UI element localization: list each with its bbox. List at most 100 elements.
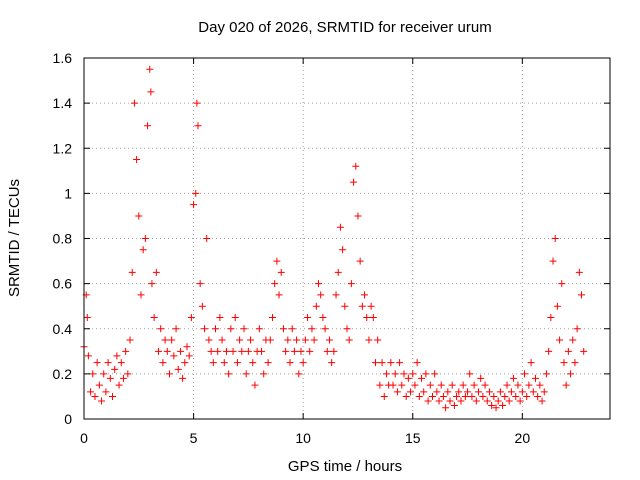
data-point [293, 336, 301, 344]
data-point [288, 325, 296, 333]
data-point [306, 347, 314, 355]
data-point [472, 397, 480, 405]
data-point [433, 388, 441, 396]
data-point [218, 336, 226, 344]
data-point [247, 336, 255, 344]
data-point [521, 370, 529, 378]
data-point [431, 370, 439, 378]
data-point [277, 268, 285, 276]
data-point [496, 388, 504, 396]
data-point [556, 336, 564, 344]
data-point [529, 388, 537, 396]
data-point [571, 359, 579, 367]
y-tick-label: 0.2 [53, 366, 73, 382]
data-point [343, 325, 351, 333]
data-point [402, 392, 410, 400]
data-point [411, 381, 419, 389]
data-point [192, 189, 200, 197]
data-point [102, 388, 110, 396]
data-point [227, 325, 235, 333]
data-point [413, 359, 421, 367]
data-point [130, 99, 138, 107]
data-point [538, 397, 546, 405]
data-point [273, 257, 281, 265]
data-point [512, 392, 520, 400]
data-point [380, 392, 388, 400]
data-point [396, 359, 404, 367]
data-point [501, 392, 509, 400]
data-point [190, 201, 198, 209]
data-point [144, 122, 152, 130]
data-point [481, 381, 489, 389]
data-point [391, 370, 399, 378]
data-point [540, 388, 548, 396]
data-point [83, 313, 91, 321]
data-point [350, 178, 358, 186]
data-point [163, 347, 171, 355]
data-point [418, 374, 426, 382]
y-tick-label: 0.4 [53, 321, 73, 337]
data-point [483, 397, 491, 405]
data-point [310, 336, 318, 344]
data-point [514, 381, 522, 389]
data-point [117, 359, 125, 367]
data-point [466, 370, 474, 378]
axis-ticks [83, 57, 610, 420]
data-point [400, 370, 408, 378]
data-point [365, 336, 373, 344]
y-tick-label: 1.2 [53, 140, 73, 156]
data-point [181, 359, 189, 367]
data-point [389, 381, 397, 389]
y-axis-title: SRMTID / TECUs [6, 179, 23, 297]
data-point [100, 370, 108, 378]
data-point [553, 302, 561, 310]
data-point [225, 370, 233, 378]
data-point [446, 397, 454, 405]
data-point [148, 280, 156, 288]
data-point [222, 347, 230, 355]
data-point [371, 359, 379, 367]
data-point [578, 291, 586, 299]
data-point [328, 359, 336, 367]
data-point [319, 313, 327, 321]
data-point [194, 122, 202, 130]
data-point [545, 347, 553, 355]
data-point [567, 370, 575, 378]
grid-lines [84, 58, 610, 419]
data-point [549, 257, 557, 265]
data-point [455, 388, 463, 396]
y-tick-label: 1.6 [53, 50, 73, 66]
data-point [461, 392, 469, 400]
data-point [356, 257, 364, 265]
data-point [284, 336, 292, 344]
data-point [95, 381, 103, 389]
data-point [422, 370, 430, 378]
data-point [297, 347, 305, 355]
data-point [220, 359, 228, 367]
data-point [203, 235, 211, 242]
data-point [141, 235, 149, 242]
data-point [457, 397, 465, 405]
x-tick-label: 0 [80, 430, 88, 446]
data-point [321, 325, 329, 333]
data-point [325, 336, 333, 344]
y-tick-labels: 0 0.2 0.4 0.6 0.8 1 1.2 1.4 1.6 [53, 50, 73, 427]
data-point [124, 370, 132, 378]
data-point [157, 325, 165, 333]
data-point [115, 381, 123, 389]
data-point [236, 336, 244, 344]
data-point [242, 370, 250, 378]
data-point [216, 313, 224, 321]
data-point [168, 336, 176, 344]
data-point [564, 347, 572, 355]
data-point [187, 313, 195, 321]
data-point [542, 370, 550, 378]
data-point [231, 313, 239, 321]
x-tick-label: 10 [295, 430, 311, 446]
data-point [268, 313, 276, 321]
data-point [172, 325, 180, 333]
data-point [165, 370, 173, 378]
data-point [439, 392, 447, 400]
y-tick-label: 0.8 [53, 231, 73, 247]
